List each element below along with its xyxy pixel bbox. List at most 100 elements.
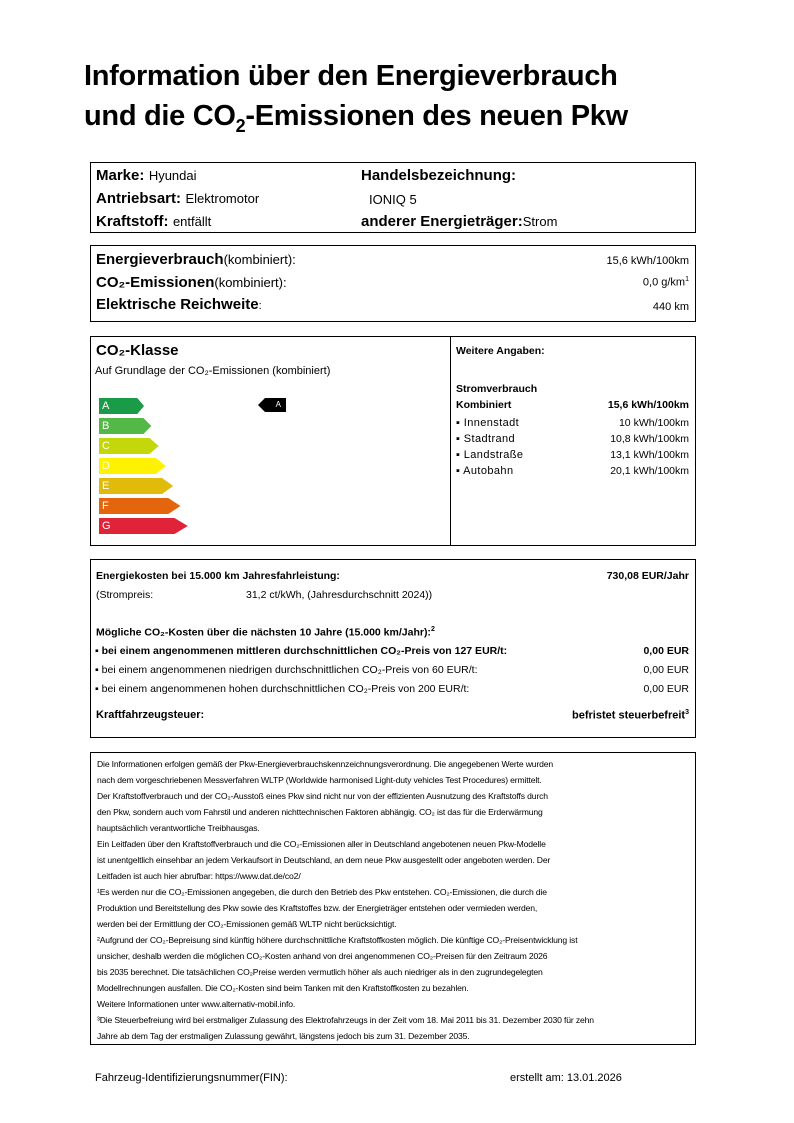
footnote-line: Ein Leitfaden über den Kraftstoffverbrau… bbox=[97, 839, 546, 849]
text: Mögliche CO₂-Kosten über die nächsten 10… bbox=[96, 626, 431, 639]
weitere-title: Weitere Angaben: bbox=[456, 345, 545, 357]
item-label: Autobahn bbox=[463, 465, 514, 477]
strompreis-value: 31,2 ct/kWh, (Jahresdurchschnitt 2024)) bbox=[246, 589, 433, 601]
current-class-marker: A bbox=[258, 398, 286, 412]
item-label: Landstraße bbox=[463, 449, 524, 461]
kombiniert-label: Kombiniert bbox=[456, 399, 512, 411]
value: entfällt bbox=[172, 214, 212, 229]
footnote-line: unsicher, deshalb werden die möglichen C… bbox=[97, 951, 548, 961]
kraftstoff-row: Kraftstoff: entfällt bbox=[96, 213, 211, 231]
class-arrow-c: C bbox=[99, 438, 159, 454]
item-label: Innenstadt bbox=[463, 417, 520, 429]
kombiniert-value: 15,6 kWh/100km bbox=[607, 399, 689, 411]
strompreis-label: (Strompreis: bbox=[96, 589, 154, 601]
co2-cost-value: 0,00 EUR bbox=[643, 645, 689, 657]
value: 0,0 g/km bbox=[642, 276, 686, 289]
text: befristet steuerbefreit bbox=[572, 709, 686, 722]
suffix: : bbox=[258, 300, 262, 312]
suffix: (kombiniert): bbox=[214, 275, 287, 290]
item-label: Stadtrand bbox=[463, 433, 516, 445]
steuer-label: Kraftfahrzeugsteuer: bbox=[96, 709, 205, 721]
reichweite-value: 440 km bbox=[652, 301, 689, 313]
energie-value: 15,6 kWh/100km bbox=[606, 255, 689, 267]
value: Hyundai bbox=[148, 168, 197, 183]
class-arrow-f: F bbox=[99, 498, 181, 514]
footnote-line: ³Die Steuerbefreiung wird bei erstmalige… bbox=[97, 1015, 594, 1025]
consumption-box: Energieverbrauch(kombiniert): 15,6 kWh/1… bbox=[90, 245, 696, 322]
value: Strom bbox=[522, 214, 558, 229]
marke-row: Marke: Hyundai bbox=[96, 167, 197, 185]
energiekosten-value: 730,08 EUR/Jahr bbox=[606, 570, 689, 582]
energiekosten-label: Energiekosten bei 15.000 km Jahresfahrle… bbox=[96, 570, 340, 582]
footnote-line: Weitere Informationen unter www.alternat… bbox=[97, 999, 296, 1009]
co2-cost-value: 0,00 EUR bbox=[643, 683, 689, 695]
handel-label: Handelsbezeichnung: bbox=[361, 167, 517, 184]
label: Antriebsart: bbox=[96, 190, 182, 207]
co2-costs-title: Mögliche CO₂-Kosten über die nächsten 10… bbox=[96, 626, 435, 639]
energie-row: Energieverbrauch(kombiniert): bbox=[96, 251, 296, 269]
footnote-line: Leitfaden ist auch hier abrufbar: https:… bbox=[97, 871, 301, 881]
consumption-value: 10 kWh/100km bbox=[618, 417, 689, 429]
footnote-line: hauptsächlich verantwortliche Treibhausg… bbox=[97, 823, 260, 833]
title-part: und die CO bbox=[84, 100, 236, 132]
co2-cost-row: ▪ bei einem angenommenen mittleren durch… bbox=[95, 645, 508, 657]
footnote-line: ²Aufgrund der CO₂-Bepreisung sind künfti… bbox=[97, 935, 578, 945]
consumption-value: 10,8 kWh/100km bbox=[610, 433, 689, 445]
title-part: -Emissionen des neuen Pkw bbox=[245, 100, 628, 132]
fin-label: Fahrzeug-Identifizierungsnummer(FIN): bbox=[95, 1072, 288, 1084]
class-arrow-e: E bbox=[99, 478, 174, 494]
class-arrow-g: G bbox=[99, 518, 188, 534]
footnote-line: bis 2035 berechnet. Die tatsächlichen CO… bbox=[97, 967, 543, 977]
handel-value: IONIQ 5 bbox=[369, 192, 417, 207]
co2-cost-value: 0,00 EUR bbox=[643, 664, 689, 676]
label: Kraftstoff: bbox=[96, 213, 169, 230]
label: anderer Energieträger: bbox=[361, 213, 523, 230]
footnote-line: Die Informationen erfolgen gemäß der Pkw… bbox=[97, 759, 553, 769]
row-label: bei einem angenommenen niedrigen durchsc… bbox=[101, 664, 478, 676]
footnote-line: Produktion und Bereitstellung des Pkw so… bbox=[97, 903, 538, 913]
page-title-line1: Information über den Energieverbrauch bbox=[84, 60, 618, 92]
label: CO₂-Emissionen bbox=[96, 274, 215, 291]
co2-cost-row: ▪ bei einem angenommenen hohen durchschn… bbox=[95, 683, 470, 695]
footnote-line: werden bei der Ermittlung der CO₂-Emissi… bbox=[97, 919, 397, 929]
created-date: erstellt am: 13.01.2026 bbox=[510, 1072, 622, 1084]
energietraeger-row: anderer Energieträger:Strom bbox=[361, 213, 557, 231]
suffix: (kombiniert): bbox=[223, 252, 296, 267]
row-label: bei einem angenommenen hohen durchschnit… bbox=[101, 683, 470, 695]
consumption-item: ▪ Stadtrand bbox=[456, 433, 516, 445]
footnote-line: den Pkw, sondern auch vom Fahrstil und a… bbox=[97, 807, 543, 817]
class-arrow-d: D bbox=[99, 458, 166, 474]
antrieb-row: Antriebsart: Elektromotor bbox=[96, 190, 259, 208]
steuer-value: befristet steuerbefreit3 bbox=[572, 709, 689, 722]
vehicle-info-box: Marke: Hyundai Antriebsart: Elektromotor… bbox=[90, 162, 696, 233]
consumption-item: ▪ Landstraße bbox=[456, 449, 524, 461]
reichweite-row: Elektrische Reichweite: bbox=[96, 296, 262, 314]
footnote-ref: 3 bbox=[685, 709, 689, 716]
footnote-line: Modellrechnungen ausfallen. Die CO₂-Kost… bbox=[97, 983, 469, 993]
footnote-line: nach dem vorgeschriebenen Messverfahren … bbox=[97, 775, 542, 785]
co2-class-subtitle: Auf Grundlage der CO₂-Emissionen (kombin… bbox=[95, 365, 331, 377]
co2-value: 0,0 g/km1 bbox=[643, 276, 689, 289]
page-title-line2: und die CO2-Emissionen des neuen Pkw bbox=[84, 100, 628, 137]
class-arrow-b: B bbox=[99, 418, 152, 434]
co2-cost-row: ▪ bei einem angenommenen niedrigen durch… bbox=[95, 664, 478, 676]
label: Elektrische Reichweite bbox=[96, 296, 259, 313]
consumption-item: ▪ Innenstadt bbox=[456, 417, 520, 429]
footnote-line: ¹Es werden nur die CO₂-Emissionen angege… bbox=[97, 887, 547, 897]
row-label: bei einem angenommenen mittleren durchsc… bbox=[101, 645, 508, 657]
divider bbox=[450, 337, 451, 545]
footnote-ref: 2 bbox=[430, 626, 435, 633]
footnote-line: ist unentgeltlich einsehbar an jedem Ver… bbox=[97, 855, 551, 865]
title-sub: 2 bbox=[235, 115, 246, 136]
footnote-line: Jahre ab dem Tag der erstmaligen Zulassu… bbox=[97, 1031, 470, 1041]
label: Marke: bbox=[96, 167, 145, 184]
label: Energieverbrauch bbox=[96, 251, 224, 268]
consumption-value: 20,1 kWh/100km bbox=[610, 465, 689, 477]
class-arrow-a: A bbox=[99, 398, 144, 414]
strom-label: Stromverbrauch bbox=[456, 383, 538, 395]
consumption-value: 13,1 kWh/100km bbox=[610, 449, 689, 461]
co2-class-title: CO₂-Klasse bbox=[96, 342, 179, 359]
consumption-item: ▪ Autobahn bbox=[456, 465, 514, 477]
co2-class-box: CO₂-Klasse Auf Grundlage der CO₂-Emissio… bbox=[90, 336, 696, 546]
